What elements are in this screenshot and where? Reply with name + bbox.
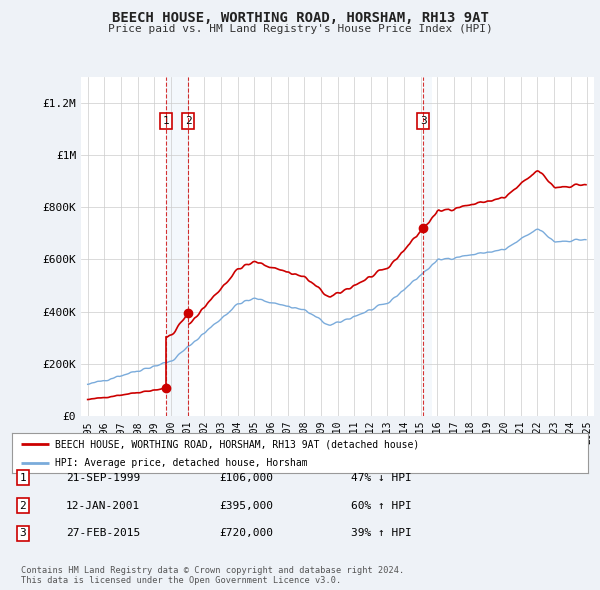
Bar (423, 77, 431, 416)
Text: 12-JAN-2001: 12-JAN-2001 (66, 501, 140, 510)
Text: 2: 2 (19, 501, 26, 510)
Text: 1: 1 (163, 116, 170, 126)
Text: 2: 2 (185, 116, 191, 126)
Text: 27-FEB-2015: 27-FEB-2015 (66, 529, 140, 538)
Text: BEECH HOUSE, WORTHING ROAD, HORSHAM, RH13 9AT (detached house): BEECH HOUSE, WORTHING ROAD, HORSHAM, RH1… (55, 440, 419, 450)
Text: 39% ↑ HPI: 39% ↑ HPI (351, 529, 412, 538)
Text: Price paid vs. HM Land Registry's House Price Index (HPI): Price paid vs. HM Land Registry's House … (107, 24, 493, 34)
Text: £106,000: £106,000 (219, 473, 273, 483)
Text: HPI: Average price, detached house, Horsham: HPI: Average price, detached house, Hors… (55, 458, 308, 468)
Text: 21-SEP-1999: 21-SEP-1999 (66, 473, 140, 483)
Text: Contains HM Land Registry data © Crown copyright and database right 2024.
This d: Contains HM Land Registry data © Crown c… (21, 566, 404, 585)
Text: £395,000: £395,000 (219, 501, 273, 510)
Text: 1: 1 (19, 473, 26, 483)
Bar (166, 77, 188, 416)
Text: £720,000: £720,000 (219, 529, 273, 538)
Text: 47% ↓ HPI: 47% ↓ HPI (351, 473, 412, 483)
Text: BEECH HOUSE, WORTHING ROAD, HORSHAM, RH13 9AT: BEECH HOUSE, WORTHING ROAD, HORSHAM, RH1… (112, 11, 488, 25)
Text: 3: 3 (19, 529, 26, 538)
Text: 3: 3 (420, 116, 427, 126)
Text: 60% ↑ HPI: 60% ↑ HPI (351, 501, 412, 510)
